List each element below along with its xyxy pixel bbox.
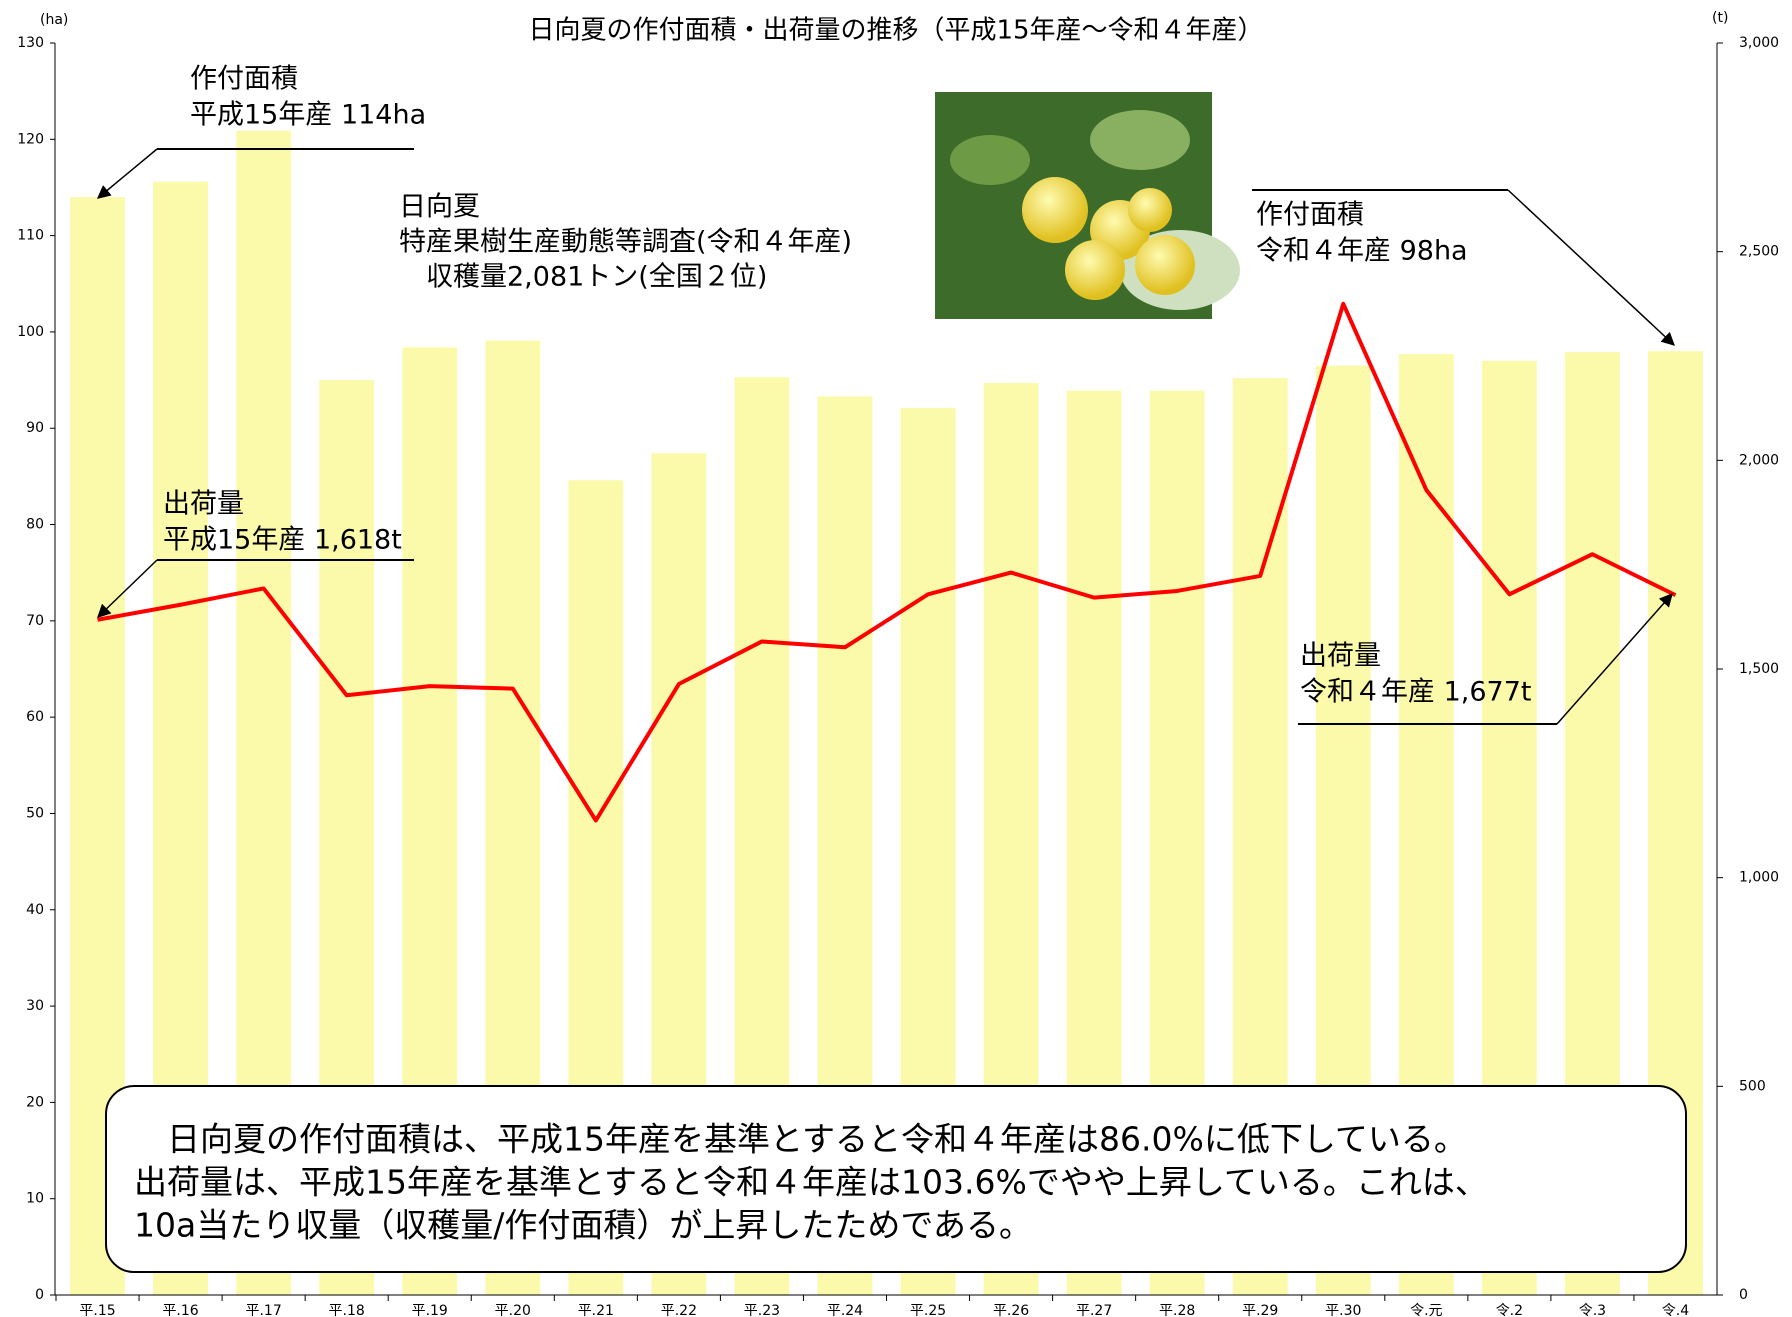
annotation: 令和４年産 1,677t [1300, 677, 1531, 708]
y-tick-label: 80 [26, 517, 44, 533]
y2-tick-label: 1,000 [1739, 870, 1779, 886]
line [97, 301, 1677, 823]
summary: 出荷量は、平成15年産を基準とすると令和４年産は103.6%でやや上昇している。… [134, 1163, 1488, 1202]
x-tick-label: 平.26 [993, 1303, 1029, 1317]
annotation-arrow [1556, 592, 1673, 725]
x-tick-label: 平.20 [495, 1303, 531, 1317]
y-tick-label: 50 [26, 805, 44, 821]
x-tick-label: 平.19 [412, 1303, 448, 1317]
x-tick-label: 平.30 [1325, 1303, 1361, 1317]
y2-tick-label: 2,000 [1739, 452, 1779, 468]
summary: 10a当たり収量（収穫量/作付面積）が上昇したためである。 [134, 1206, 1032, 1245]
x-tick-label: 平.25 [910, 1303, 946, 1317]
annotation: 出荷量 [1300, 641, 1381, 672]
x-tick-label: 平.18 [329, 1303, 365, 1317]
y-tick-label: 70 [26, 613, 44, 629]
annotation: 令和４年産 98ha [1256, 236, 1468, 267]
y2-tick-label: 0 [1739, 1287, 1748, 1303]
y2-tick-label: 3,000 [1739, 35, 1779, 51]
x-tick-label: 平.16 [162, 1303, 198, 1317]
photo [935, 92, 1240, 319]
chart-title: 日向夏の作付面積・出荷量の推移（平成15年産～令和４年産） [528, 16, 1263, 46]
y-unit: (ha) [40, 12, 68, 28]
summary: 日向夏の作付面積は、平成15年産を基準とすると令和４年産は86.0%に低下してい… [134, 1120, 1467, 1159]
y-tick-label: 130 [17, 35, 44, 51]
x-tick-label: 平.27 [1076, 1303, 1112, 1317]
y2-unit: (t) [1712, 10, 1728, 26]
x-tick-label: 令.2 [1496, 1303, 1523, 1317]
x-tick-label: 令.元 [1410, 1303, 1442, 1317]
x-tick-label: 平.24 [827, 1303, 863, 1317]
annotation: 出荷量 [163, 489, 244, 520]
y-tick-label: 40 [26, 902, 44, 918]
annotation: 作付面積 [190, 64, 298, 95]
x-tick-label: 平.22 [661, 1303, 697, 1317]
y-tick-label: 60 [26, 709, 44, 725]
annotation-arrow [97, 559, 158, 618]
y2-tick-label: 500 [1739, 1078, 1766, 1094]
y-tick-label: 90 [26, 420, 44, 436]
caption: 特産果樹生産動態等調査(令和４年産) [399, 227, 852, 258]
x-tick-label: 平.23 [744, 1303, 780, 1317]
x-tick-label: 平.15 [79, 1303, 115, 1317]
x-tick-label: 平.17 [245, 1303, 281, 1317]
summary-box [105, 1085, 1687, 1273]
y-tick-label: 20 [26, 1094, 44, 1110]
annotation: 平成15年産 114ha [190, 100, 426, 131]
caption: 収穫量2,081トン(全国２位) [399, 262, 767, 293]
x-tick-label: 平.28 [1159, 1303, 1195, 1317]
annotation-arrow [96, 148, 158, 199]
y2-tick-label: 2,500 [1739, 244, 1779, 260]
y-tick-label: 10 [26, 1191, 44, 1207]
x-tick-label: 平.21 [578, 1303, 614, 1317]
caption: 日向夏 [399, 192, 480, 223]
y-tick-label: 30 [26, 998, 44, 1014]
y-tick-label: 110 [17, 228, 44, 244]
y-tick-label: 120 [17, 131, 44, 147]
y-tick-label: 0 [35, 1287, 44, 1303]
y-tick-label: 100 [17, 324, 44, 340]
x-tick-label: 令.3 [1579, 1303, 1606, 1317]
x-tick-label: 令.4 [1662, 1303, 1689, 1317]
annotation-arrow [1507, 189, 1675, 346]
y2-tick-label: 1,500 [1739, 661, 1779, 677]
annotation: 平成15年産 1,618t [163, 525, 402, 556]
annotation: 作付面積 [1256, 200, 1364, 231]
x-tick-label: 平.29 [1242, 1303, 1278, 1317]
